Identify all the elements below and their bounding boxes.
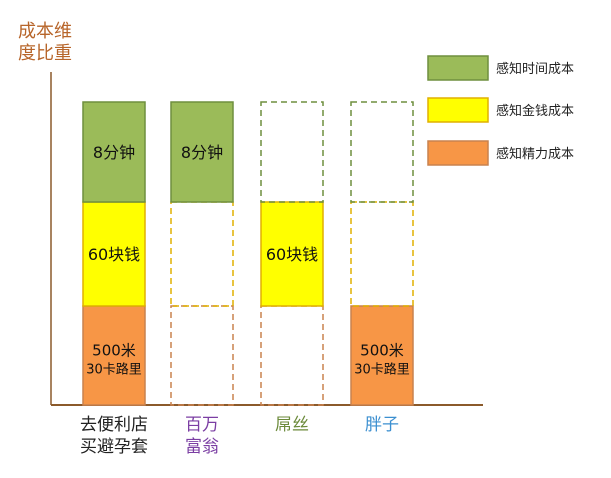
bar-segment-1-3: [350, 201, 414, 307]
bar-label-2-0: 8分钟: [93, 143, 135, 162]
bar-segment-1-2: [260, 201, 324, 307]
bar-label-1-0: 60块钱: [88, 245, 140, 264]
category-label-1-line-0: 百万: [185, 415, 219, 435]
bar-segment-0-1: [170, 305, 234, 406]
category-label-0-line-1: 买避孕套: [80, 437, 148, 457]
bar-segment-2-1: [170, 101, 234, 203]
bar-label-2-1: 8分钟: [181, 143, 223, 162]
bars: 500米 30卡路里 500米 30卡路里 60块钱 60块钱 8分钟 8分钟: [82, 101, 414, 406]
bar-label-1-2: 60块钱: [266, 245, 318, 264]
bar-label-0-0-line-0: 500米: [92, 342, 136, 360]
bar-segment-0-2: [260, 305, 324, 406]
legend-label-0: 感知时间成本: [496, 61, 574, 77]
legend-label-2: 感知精力成本: [496, 146, 574, 162]
bar-segment-2-0: [82, 101, 146, 203]
bar-label-0-3-line-1: 30卡路里: [354, 362, 410, 378]
bar-segment-1-0: [82, 201, 146, 307]
legend-swatch-1: [427, 97, 489, 123]
category-label-2-line-0: 屌丝: [275, 415, 309, 435]
category-label-1-line-1: 富翁: [185, 437, 219, 457]
bar-label-0-3-line-0: 500米: [360, 342, 404, 360]
y-axis-title-line-2: 度比重: [18, 43, 72, 64]
bar-segment-2-2: [260, 101, 324, 203]
legend-label-1: 感知金钱成本: [496, 103, 574, 119]
bar-segment-0-0: [82, 305, 146, 406]
bar-segment-1-1: [170, 201, 234, 307]
legend-swatch-0: [427, 55, 489, 81]
category-label-3-line-0: 胖子: [365, 415, 399, 435]
category-label-0-line-0: 去便利店: [80, 415, 148, 435]
legend-swatch-2: [427, 140, 489, 166]
bar-segment-0-3: [350, 305, 414, 406]
bar-segment-2-3: [350, 101, 414, 203]
bar-label-0-0-line-1: 30卡路里: [86, 362, 142, 378]
y-axis-title-line-1: 成本维: [18, 21, 72, 42]
